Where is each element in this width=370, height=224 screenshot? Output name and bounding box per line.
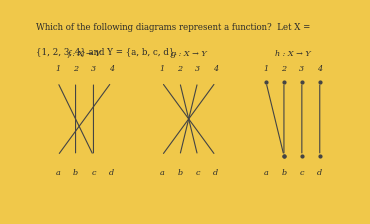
Text: d: d: [317, 168, 322, 177]
Text: g : X → Y: g : X → Y: [171, 50, 206, 58]
Text: 4: 4: [109, 65, 114, 73]
Text: {1, 2, 3, 4} and Y = {a, b, c, d}.: {1, 2, 3, 4} and Y = {a, b, c, d}.: [36, 47, 177, 56]
Text: 2: 2: [73, 65, 78, 73]
Text: 1: 1: [263, 65, 269, 73]
Text: 3: 3: [299, 65, 305, 73]
Text: 3: 3: [195, 65, 200, 73]
Text: c: c: [195, 168, 200, 177]
Text: 4: 4: [317, 65, 322, 73]
Text: b: b: [73, 168, 78, 177]
Text: a: a: [264, 168, 268, 177]
Text: f : X → Y: f : X → Y: [68, 50, 101, 58]
Text: d: d: [213, 168, 218, 177]
Text: h : X → Y: h : X → Y: [275, 50, 311, 58]
Text: d: d: [109, 168, 114, 177]
Text: 1: 1: [55, 65, 60, 73]
Text: 1: 1: [159, 65, 164, 73]
Text: Which of the following diagrams represent a function?  Let X =: Which of the following diagrams represen…: [36, 24, 310, 32]
Text: 4: 4: [213, 65, 218, 73]
Text: 3: 3: [91, 65, 96, 73]
Text: b: b: [177, 168, 182, 177]
Text: a: a: [55, 168, 60, 177]
Text: b: b: [281, 168, 286, 177]
Text: c: c: [300, 168, 304, 177]
Text: c: c: [91, 168, 96, 177]
Text: 2: 2: [281, 65, 286, 73]
Text: a: a: [159, 168, 164, 177]
Text: 2: 2: [177, 65, 182, 73]
